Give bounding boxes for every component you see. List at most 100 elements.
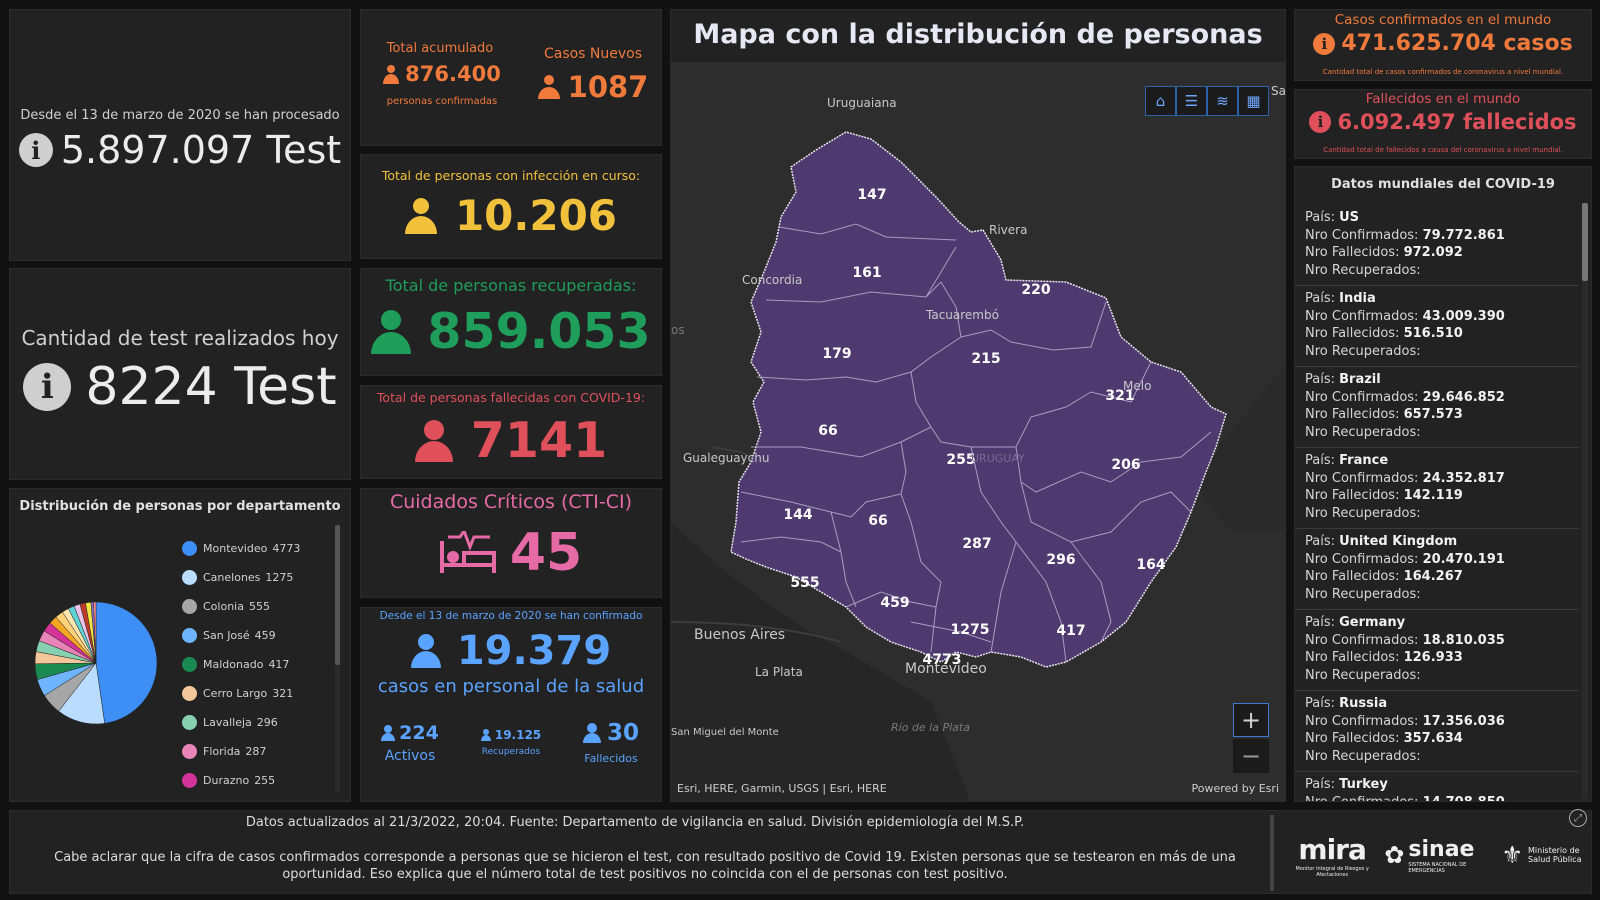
- list-icon[interactable]: ☰: [1176, 86, 1207, 116]
- place-label-concordia: Concordia: [742, 273, 802, 287]
- person-icon: [381, 725, 396, 741]
- map-value-florida: 287: [962, 536, 991, 552]
- map-value-tacuarembo: 215: [971, 351, 1000, 367]
- country-confirmed-label: Nro Confirmados:: [1305, 308, 1423, 324]
- world-deaths-title: Fallecidos en el mundo: [1365, 91, 1521, 107]
- health-deceased-label: Fallecidos: [584, 752, 638, 765]
- place-label-tacuarembo: Tacuarembó: [925, 308, 999, 322]
- country-confirmed-label: Nro Confirmados:: [1305, 713, 1423, 729]
- expand-icon[interactable]: ⤢: [1569, 809, 1587, 827]
- country-list-scrollbar[interactable]: [1582, 203, 1588, 799]
- legend-label: Lavalleja: [203, 716, 252, 729]
- country-item[interactable]: País: Brazil Nro Confirmados: 29.646.852 N…: [1295, 367, 1579, 448]
- map-title: Mapa con la distribución de personas: [671, 10, 1285, 62]
- legend-item[interactable]: Colonia 555: [182, 592, 342, 621]
- legend-item[interactable]: Montevideo 4773: [182, 534, 342, 563]
- hospital-bed-icon: [439, 531, 496, 573]
- country-name-label: País:: [1305, 534, 1340, 549]
- pie-slice[interactable]: [95, 601, 158, 724]
- pie-slice[interactable]: [93, 601, 97, 664]
- country-item[interactable]: País: United Kingdom Nro Confirmados: 20.…: [1295, 529, 1579, 610]
- country-deaths-value: 126.933: [1403, 650, 1463, 665]
- legend-scrollbar[interactable]: [335, 525, 340, 793]
- country-item[interactable]: País: Russia Nro Confirmados: 17.356.036 N…: [1295, 691, 1579, 772]
- home-icon[interactable]: ⌂: [1145, 86, 1176, 116]
- country-confirmed-line: Nro Confirmados: 20.470.191: [1305, 551, 1569, 569]
- legend-item[interactable]: Cerro Largo 321: [182, 679, 342, 708]
- country-recovered-line: Nro Recuperados:: [1305, 586, 1569, 604]
- today-tests-value: 8224 Test: [85, 357, 337, 417]
- person-icon: [404, 197, 437, 234]
- legend-item[interactable]: Durazno 255: [182, 766, 342, 795]
- health-staff-subtitle: casos en personal de la salud: [377, 676, 645, 697]
- country-deaths-line: Nro Fallecidos: 126.933: [1305, 649, 1569, 667]
- deaths-title: Total de personas fallecidas con COVID-1…: [376, 390, 646, 405]
- legend-swatch: [182, 657, 197, 672]
- country-confirmed-line: Nro Confirmados: 14.708.850: [1305, 794, 1569, 802]
- country-deaths-label: Nro Fallecidos:: [1305, 407, 1404, 422]
- legend-item[interactable]: Maldonado 417: [182, 650, 342, 679]
- footer-update-note: Datos actualizados al 21/3/2022, 20:04. …: [245, 815, 1025, 830]
- country-item[interactable]: País: US Nro Confirmados: 79.772.861 Nro F…: [1295, 205, 1579, 286]
- country-confirmed-line: Nro Confirmados: 18.810.035: [1305, 632, 1569, 650]
- recovered-value-row: 859.053: [361, 303, 661, 360]
- world-deaths-value-row: i 6.092.497 fallecidos: [1295, 110, 1591, 134]
- country-deaths-value: 357.634: [1403, 731, 1463, 746]
- sinae-logo[interactable]: ✿ sinae SISTEMA NACIONAL DE EMERGENCIAS: [1384, 836, 1475, 874]
- country-list[interactable]: País: US Nro Confirmados: 79.772.861 Nro F…: [1295, 205, 1579, 802]
- legend-item[interactable]: Florida 287: [182, 737, 342, 766]
- world-deaths-caption: Cantidad total de fallecidos a causa del…: [1323, 146, 1563, 154]
- country-item[interactable]: País: India Nro Confirmados: 43.009.390 Nr…: [1295, 286, 1579, 367]
- footer-divider: [1270, 815, 1274, 891]
- zoom-out-button[interactable]: −: [1233, 739, 1269, 773]
- legend-swatch: [182, 628, 197, 643]
- legend-item[interactable]: Canelones 1275: [182, 563, 342, 592]
- uruguay-territory[interactable]: [730, 131, 1227, 668]
- active-infections-title: Total de personas con infección en curso…: [381, 168, 641, 183]
- map-value-canelones: 1275: [951, 622, 990, 638]
- country-deaths-line: Nro Fallecidos: 516.510: [1305, 325, 1569, 343]
- department-pie-chart[interactable]: [34, 601, 158, 725]
- country-confirmed-line: Nro Confirmados: 79.772.861: [1305, 227, 1569, 245]
- world-confirmed-panel: Casos confirmados en el mundo i 471.625.…: [1294, 9, 1592, 81]
- map-value-rio-negro: 66: [818, 423, 837, 439]
- accumulated-panel: Total acumulado 876.400 personas confirm…: [360, 9, 662, 146]
- country-recovered-label: Nro Recuperados:: [1305, 586, 1421, 602]
- zoom-in-button[interactable]: +: [1233, 703, 1269, 737]
- layers-icon[interactable]: ≋: [1207, 86, 1238, 116]
- legend-label: Durazno: [203, 774, 250, 787]
- accumulated-value-row: 876.400: [383, 62, 501, 86]
- msp-logo[interactable]: ⚜ Ministerio de Salud Pública: [1501, 840, 1582, 869]
- legend-label: Canelones: [203, 571, 261, 584]
- map-panel[interactable]: Mapa con la distribución de personas: [670, 9, 1286, 802]
- country-item[interactable]: País: Germany Nro Confirmados: 18.810.035…: [1295, 610, 1579, 691]
- country-confirmed-value: 17.356.036: [1422, 713, 1505, 729]
- legend-swatch: [182, 686, 197, 701]
- country-item[interactable]: País: France Nro Confirmados: 24.352.817 N…: [1295, 448, 1579, 529]
- country-deaths-label: Nro Fallecidos:: [1305, 650, 1404, 665]
- country-name-label: País:: [1305, 615, 1340, 630]
- map-value-maldonado: 417: [1056, 623, 1085, 639]
- legend-value: 287: [245, 745, 267, 758]
- world-deaths-value: 6.092.497 fallecidos: [1337, 110, 1577, 134]
- footer-panel: Datos actualizados al 21/3/2022, 20:04. …: [9, 809, 1592, 894]
- mira-logo[interactable]: mira Monitor Integral de Riesgos y Afect…: [1295, 832, 1369, 878]
- map-attribution[interactable]: Esri, HERE, Garmin, USGS | Esri, HERE: [677, 782, 887, 795]
- map-value-lavalleja: 296: [1046, 552, 1075, 568]
- map-toolbar: ⌂ ☰ ≋ ▦: [1145, 86, 1269, 116]
- legend-item[interactable]: San José 459: [182, 621, 342, 650]
- legend-value: 321: [272, 687, 294, 700]
- country-confirmed-label: Nro Confirmados:: [1305, 794, 1423, 802]
- health-deceased-block: 30 Fallecidos: [571, 720, 651, 765]
- uruguay-map[interactable]: 147 161 220 179 215 321 66 255 206 144 6…: [671, 62, 1286, 802]
- place-label-la-plata: La Plata: [755, 665, 803, 679]
- map-powered-by[interactable]: Powered by Esri: [1191, 782, 1279, 795]
- legend-value: 1275: [265, 571, 294, 584]
- country-name-value: Turkey: [1339, 777, 1388, 792]
- legend-item[interactable]: Lavalleja 296: [182, 708, 342, 737]
- country-name-value: Russia: [1339, 696, 1388, 711]
- grid-icon[interactable]: ▦: [1238, 86, 1269, 116]
- person-icon: [410, 634, 441, 668]
- total-tests-caption: Desde el 13 de marzo de 2020 se han proc…: [20, 108, 340, 123]
